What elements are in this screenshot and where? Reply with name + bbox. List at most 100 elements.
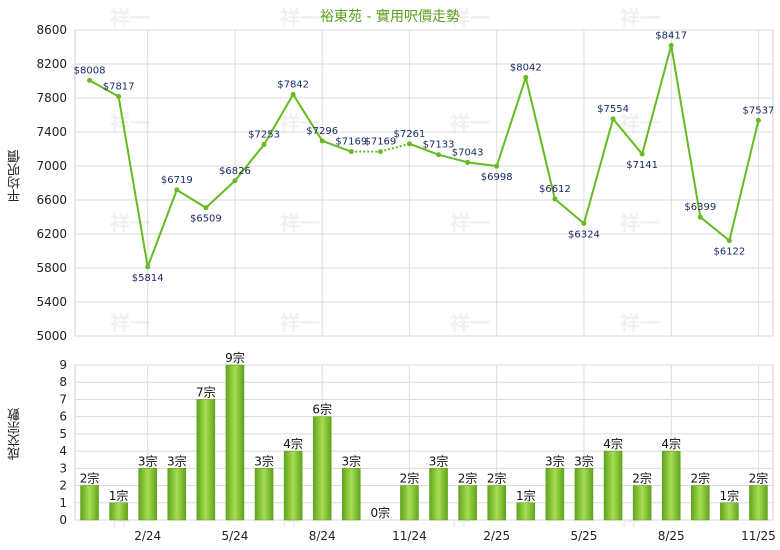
price-y-tick-label: 7400	[36, 125, 67, 139]
x-tick-label: 2/25	[483, 529, 510, 543]
count-bar	[312, 416, 332, 521]
price-data-label: $7296	[306, 126, 338, 137]
count-data-label: 2宗	[487, 471, 507, 486]
count-bar	[167, 468, 187, 521]
price-point	[523, 74, 529, 80]
price-data-label: $6998	[481, 172, 513, 183]
price-line-segment	[263, 93, 294, 145]
count-bar	[254, 468, 274, 521]
price-plot-area	[74, 29, 774, 337]
price-point	[552, 196, 558, 202]
price-data-label: $8417	[655, 31, 687, 42]
price-data-label: $7554	[597, 104, 629, 115]
watermark: 祥一	[110, 6, 150, 30]
count-data-label: 2宗	[632, 471, 652, 486]
price-point	[726, 238, 732, 244]
price-line-segment	[728, 120, 760, 241]
price-point	[639, 151, 645, 157]
count-bar	[632, 485, 652, 521]
x-tick-label: 11/24	[392, 529, 427, 543]
count-data-label: 2宗	[80, 471, 100, 486]
watermark: 祥一	[280, 211, 320, 235]
price-y-tick-label: 7000	[36, 159, 67, 173]
price-y-tick-label: 7800	[36, 91, 67, 105]
watermark: 祥一	[280, 6, 320, 30]
count-bar	[691, 485, 710, 521]
x-tick-label: 5/25	[570, 529, 597, 543]
price-line-segment	[699, 216, 731, 242]
price-data-label: $7253	[248, 129, 280, 140]
price-data-label: $7141	[626, 160, 658, 171]
price-point	[436, 152, 442, 158]
count-y-tick-label: 7	[59, 392, 67, 406]
watermark: 祥一	[450, 311, 490, 335]
x-tick-label: 5/24	[221, 529, 248, 543]
count-data-label: 7宗	[196, 384, 216, 399]
price-point	[348, 149, 354, 155]
price-line-segment	[582, 118, 615, 224]
chart-title: 裕東苑 - 實用呎價走勢	[320, 9, 460, 25]
watermark: 祥一	[280, 111, 320, 135]
price-line-segment	[554, 198, 585, 225]
price-point	[319, 138, 325, 144]
price-data-label: $6719	[161, 175, 193, 186]
price-data-label: $7817	[103, 82, 135, 93]
price-point	[610, 116, 616, 122]
price-line-segment	[641, 45, 673, 155]
price-y-tick-label: 6600	[36, 193, 67, 207]
count-data-label: 2宗	[400, 471, 420, 486]
watermark: 祥一	[450, 111, 490, 135]
count-data-label: 3宗	[574, 453, 594, 468]
count-bar	[516, 502, 536, 521]
price-line-segment	[292, 93, 324, 142]
price-data-label: $7169	[335, 137, 367, 148]
price-data-label: $6509	[190, 214, 222, 225]
count-bar	[80, 485, 99, 521]
count-bar	[400, 485, 419, 521]
price-point	[174, 187, 180, 193]
price-point	[116, 94, 122, 100]
count-bar	[225, 364, 245, 521]
price-point	[755, 117, 761, 123]
price-line-segment	[205, 180, 236, 209]
x-tick-label: 11/25	[741, 529, 776, 543]
price-data-label: $7537	[743, 105, 775, 116]
price-line-segment	[89, 79, 120, 98]
price-y-tick-label: 5400	[36, 295, 67, 309]
count-data-label: 3宗	[167, 453, 187, 468]
price-data-label: $7261	[394, 129, 426, 140]
x-tick-label: 2/24	[134, 529, 161, 543]
price-y-tick-label: 8200	[36, 57, 67, 71]
price-data-label: $7043	[452, 147, 484, 158]
count-data-label: 6宗	[312, 402, 332, 417]
price-point	[406, 141, 412, 147]
price-point	[232, 178, 238, 184]
price-y-tick-label: 5800	[36, 261, 67, 275]
price-line-segment	[409, 142, 439, 156]
price-line-segment	[524, 77, 556, 200]
price-line-segment	[380, 142, 410, 153]
price-point	[261, 141, 267, 147]
count-y-tick-label: 5	[59, 427, 67, 441]
watermark: 祥一	[110, 111, 150, 135]
x-tick-label: 8/25	[658, 529, 685, 543]
price-line-segment	[176, 189, 207, 209]
price-data-label: $6399	[684, 202, 716, 213]
price-y-tick-label: 6200	[36, 227, 67, 241]
count-data-label: 1宗	[720, 488, 740, 503]
count-y-tick-label: 3	[59, 461, 67, 475]
count-bar	[574, 468, 594, 521]
price-line-segment	[495, 77, 527, 167]
watermark: 祥一	[620, 211, 660, 235]
count-data-label: 3宗	[254, 453, 274, 468]
count-bar	[138, 468, 157, 521]
count-data-label: 3宗	[545, 453, 565, 468]
count-plot-area	[74, 364, 774, 521]
price-data-label: $6826	[219, 166, 251, 177]
count-data-label: 0宗	[371, 505, 391, 520]
price-point	[465, 159, 471, 165]
price-point	[87, 77, 93, 83]
count-data-label: 1宗	[109, 488, 129, 503]
count-data-label: 1宗	[516, 488, 536, 503]
